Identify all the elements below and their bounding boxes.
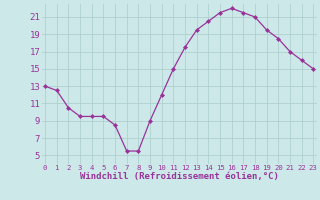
X-axis label: Windchill (Refroidissement éolien,°C): Windchill (Refroidissement éolien,°C)	[80, 172, 279, 181]
